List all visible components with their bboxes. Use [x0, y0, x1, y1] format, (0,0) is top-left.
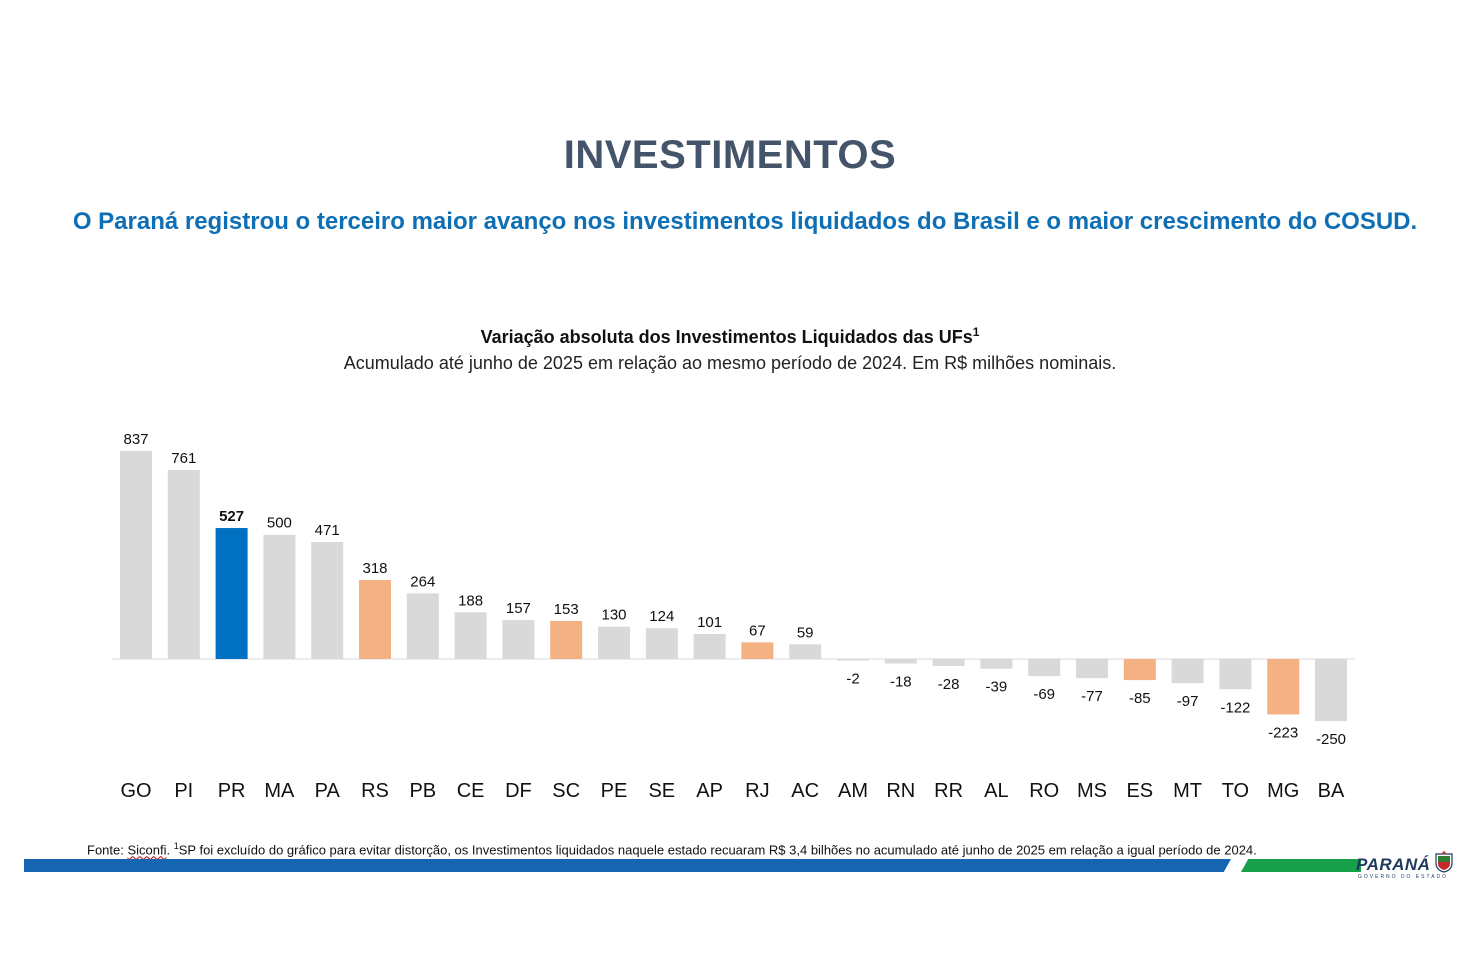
data-label-ac: 59 — [797, 624, 814, 641]
tick-label-df: DF — [505, 780, 532, 802]
logo-subtext: GOVERNO DO ESTADO — [1358, 874, 1449, 880]
data-label-pr: 527 — [219, 508, 244, 525]
bar-ms — [1076, 659, 1108, 679]
tick-label-rn: RN — [886, 780, 915, 802]
bar-rs — [359, 579, 391, 659]
bar-ce — [454, 612, 487, 659]
data-label-al: -39 — [986, 679, 1008, 696]
data-label-mt: -97 — [1177, 693, 1199, 710]
tick-label-go: GO — [120, 780, 151, 802]
tick-label-pr: PR — [218, 780, 246, 802]
tick-label-ma: MA — [264, 780, 295, 802]
tick-label-pe: PE — [601, 780, 628, 802]
bar-ma — [263, 534, 296, 659]
data-label-ap: 101 — [697, 614, 722, 631]
bar-rj — [741, 642, 774, 659]
data-label-go: 837 — [123, 431, 148, 448]
tick-label-ba: BA — [1318, 780, 1345, 802]
tick-label-ac: AC — [791, 780, 819, 802]
tick-label-ms: MS — [1077, 780, 1107, 802]
chart-title-footnote-marker: 1 — [972, 325, 980, 339]
bar-al — [980, 659, 1013, 669]
data-label-df: 157 — [506, 600, 531, 617]
logo-text: PARANÁ — [1356, 855, 1431, 874]
data-label-rs: 318 — [362, 560, 387, 577]
footnote: Fonte: Siconfi. 1SP foi excluído do gráf… — [87, 841, 1257, 857]
data-label-ba: -250 — [1316, 731, 1346, 748]
footer-bar-blue — [24, 859, 1231, 872]
source-dot: . — [166, 842, 174, 858]
bar-df — [502, 619, 535, 659]
bar-rn — [884, 659, 917, 664]
data-label-es: -85 — [1129, 690, 1151, 707]
chart-subtitle: Acumulado até junho de 2025 em relação a… — [343, 353, 1117, 373]
bar-es — [1123, 659, 1156, 681]
tick-label-am: AM — [838, 780, 868, 802]
data-label-pa: 471 — [315, 522, 340, 539]
note-marker: 1 — [173, 841, 179, 851]
bar-pe — [598, 626, 630, 659]
data-label-rn: -18 — [890, 673, 912, 690]
data-label-to: -122 — [1220, 699, 1250, 716]
footer-bar-green — [1241, 859, 1361, 872]
bar-pr — [215, 528, 248, 659]
tick-label-pi: PI — [174, 780, 193, 802]
bar-ro — [1028, 659, 1061, 677]
tick-label-ce: CE — [457, 780, 485, 802]
coat-of-arms-icon — [1435, 851, 1453, 873]
bar-pi — [167, 469, 200, 659]
data-label-ms: -77 — [1081, 688, 1103, 705]
data-label-se: 124 — [649, 608, 674, 625]
tick-label-ro: RO — [1029, 780, 1059, 802]
tick-label-mt: MT — [1173, 780, 1202, 802]
bar-ba — [1315, 659, 1347, 722]
tick-label-al: AL — [984, 780, 1008, 802]
data-label-pb: 264 — [410, 573, 435, 590]
data-label-pi: 761 — [171, 450, 196, 467]
data-label-sc: 153 — [554, 601, 579, 618]
bar-rr — [932, 659, 965, 666]
tick-label-rj: RJ — [745, 780, 769, 802]
data-label-am: -2 — [846, 671, 859, 688]
tick-label-to: TO — [1222, 780, 1249, 802]
bar-ap — [693, 633, 726, 659]
bar-mg — [1267, 659, 1300, 715]
data-label-pe: 130 — [601, 607, 626, 624]
chart-title-text: Variação absoluta dos Investimentos Liqu… — [480, 327, 973, 347]
source-name: Siconfi — [127, 842, 167, 858]
data-label-rr: -28 — [938, 676, 960, 693]
parana-logo: PARANÁ GOVERNO DO ESTADO — [1356, 851, 1460, 881]
bar-mt — [1171, 659, 1204, 684]
bar-sc — [550, 620, 583, 659]
bar-pa — [311, 541, 344, 659]
bar-go — [120, 451, 152, 659]
bar-ac — [789, 644, 822, 659]
data-label-ce: 188 — [458, 592, 483, 609]
tick-label-ap: AP — [696, 780, 723, 802]
bar-am — [837, 659, 869, 661]
tick-label-se: SE — [648, 780, 675, 802]
chart-title: Variação absoluta dos Investimentos Liqu… — [0, 325, 1460, 348]
note-text: SP foi excluído do gráfico para evitar d… — [178, 842, 1257, 858]
bar-se — [645, 628, 678, 659]
page-title: INVESTIMENTOS — [563, 133, 897, 177]
data-label-ma: 500 — [267, 515, 292, 532]
source-prefix: Fonte: — [87, 842, 128, 858]
bar-pb — [406, 593, 439, 659]
data-label-rj: 67 — [749, 622, 766, 639]
bar-to — [1219, 659, 1252, 690]
tick-label-mg: MG — [1267, 780, 1299, 802]
tick-label-es: ES — [1126, 780, 1153, 802]
data-label-mg: -223 — [1268, 724, 1298, 741]
data-label-ro: -69 — [1033, 686, 1055, 703]
tick-label-pb: PB — [409, 780, 436, 802]
tick-label-pa: PA — [315, 780, 341, 802]
tick-label-sc: SC — [552, 780, 580, 802]
tick-label-rs: RS — [361, 780, 389, 802]
page-subtitle: O Paraná registrou o terceiro maior avan… — [72, 208, 1418, 235]
tick-label-rr: RR — [934, 780, 963, 802]
